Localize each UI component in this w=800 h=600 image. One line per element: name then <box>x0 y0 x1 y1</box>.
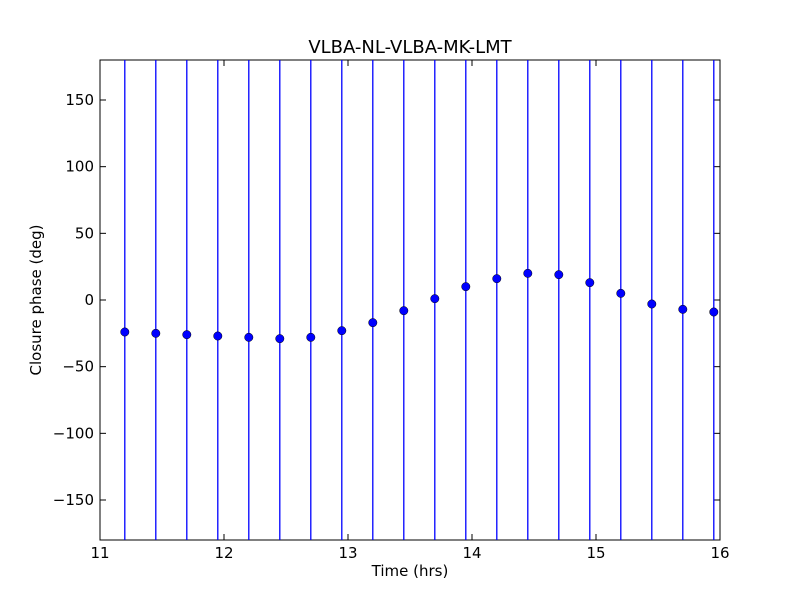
data-point <box>554 270 564 280</box>
plot-area: 11 12 13 14 15 16 −150 −100 −50 0 50 100 150 <box>53 59 730 562</box>
data-point <box>616 288 626 298</box>
y-tick-label: −100 <box>53 424 94 442</box>
y-tick-label: 150 <box>65 91 94 109</box>
data-point <box>368 318 378 328</box>
x-tick-label: 16 <box>710 544 729 562</box>
y-tick-label: −150 <box>53 491 94 509</box>
data-point <box>151 328 161 338</box>
data-point <box>523 268 533 278</box>
data-point <box>709 307 719 317</box>
y-axis-label: Closure phase (deg) <box>27 225 45 376</box>
data-point <box>120 327 130 337</box>
x-tick-label: 15 <box>586 544 605 562</box>
x-tick-label: 12 <box>214 544 233 562</box>
data-point <box>275 334 285 344</box>
data-point <box>585 278 595 288</box>
data-point <box>492 274 502 284</box>
y-tick-label: 100 <box>65 158 94 176</box>
data-point <box>306 332 316 342</box>
x-axis-label: Time (hrs) <box>371 562 449 580</box>
data-point <box>182 330 192 340</box>
data-point <box>337 326 347 336</box>
data-point <box>461 282 471 292</box>
data-point <box>647 299 657 309</box>
x-tick-label: 13 <box>338 544 357 562</box>
x-tick-label: 14 <box>462 544 481 562</box>
data-point <box>399 306 409 316</box>
x-tick-label: 11 <box>90 544 109 562</box>
y-tick-label: −50 <box>62 358 94 376</box>
y-tick-label: 50 <box>75 224 94 242</box>
chart-title: VLBA-NL-VLBA-MK-LMT <box>308 37 512 58</box>
data-point <box>213 331 223 341</box>
data-point <box>678 304 688 314</box>
data-point <box>430 294 440 304</box>
data-point <box>244 332 254 342</box>
y-tick-label: 0 <box>84 291 94 309</box>
